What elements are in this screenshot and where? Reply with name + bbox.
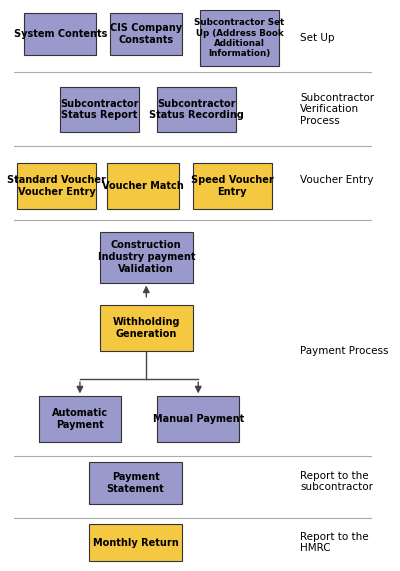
Text: Subcontractor Set
Up (Address Book
Additional
Information): Subcontractor Set Up (Address Book Addit… <box>194 18 284 58</box>
Text: Subcontractor
Status Recording: Subcontractor Status Recording <box>149 99 244 120</box>
Text: Payment
Statement: Payment Statement <box>107 472 164 494</box>
Text: Report to the
subcontractor: Report to the subcontractor <box>300 471 374 492</box>
Text: Payment Process: Payment Process <box>300 346 389 356</box>
FancyBboxPatch shape <box>24 13 96 55</box>
Text: CIS Company
Constants: CIS Company Constants <box>110 23 182 45</box>
Text: Voucher Match: Voucher Match <box>102 181 184 191</box>
FancyBboxPatch shape <box>110 13 182 55</box>
FancyBboxPatch shape <box>17 163 96 209</box>
Text: Construction
Industry payment
Validation: Construction Industry payment Validation <box>98 240 195 274</box>
Text: Manual Payment: Manual Payment <box>153 414 244 424</box>
FancyBboxPatch shape <box>200 10 279 66</box>
Text: Speed Voucher
Entry: Speed Voucher Entry <box>191 175 274 197</box>
FancyBboxPatch shape <box>157 396 240 442</box>
FancyBboxPatch shape <box>60 87 139 132</box>
Text: Subcontractor
Status Report: Subcontractor Status Report <box>60 99 139 120</box>
FancyBboxPatch shape <box>39 396 121 442</box>
Text: Subcontractor
Verification
Process: Subcontractor Verification Process <box>300 93 374 126</box>
Text: Monthly Return: Monthly Return <box>93 538 178 548</box>
FancyBboxPatch shape <box>157 87 236 132</box>
FancyBboxPatch shape <box>100 231 193 283</box>
FancyBboxPatch shape <box>193 163 272 209</box>
Text: Set Up: Set Up <box>300 33 335 43</box>
Text: Withholding
Generation: Withholding Generation <box>112 317 180 339</box>
FancyBboxPatch shape <box>89 461 182 504</box>
Text: Standard Voucher
Voucher Entry: Standard Voucher Voucher Entry <box>7 175 106 197</box>
Text: Report to the
HMRC: Report to the HMRC <box>300 532 369 553</box>
FancyBboxPatch shape <box>89 524 182 561</box>
FancyBboxPatch shape <box>100 305 193 351</box>
Text: Voucher Entry: Voucher Entry <box>300 175 374 186</box>
FancyBboxPatch shape <box>107 163 178 209</box>
Text: Automatic
Payment: Automatic Payment <box>52 408 108 430</box>
Text: System Contents: System Contents <box>14 29 107 39</box>
